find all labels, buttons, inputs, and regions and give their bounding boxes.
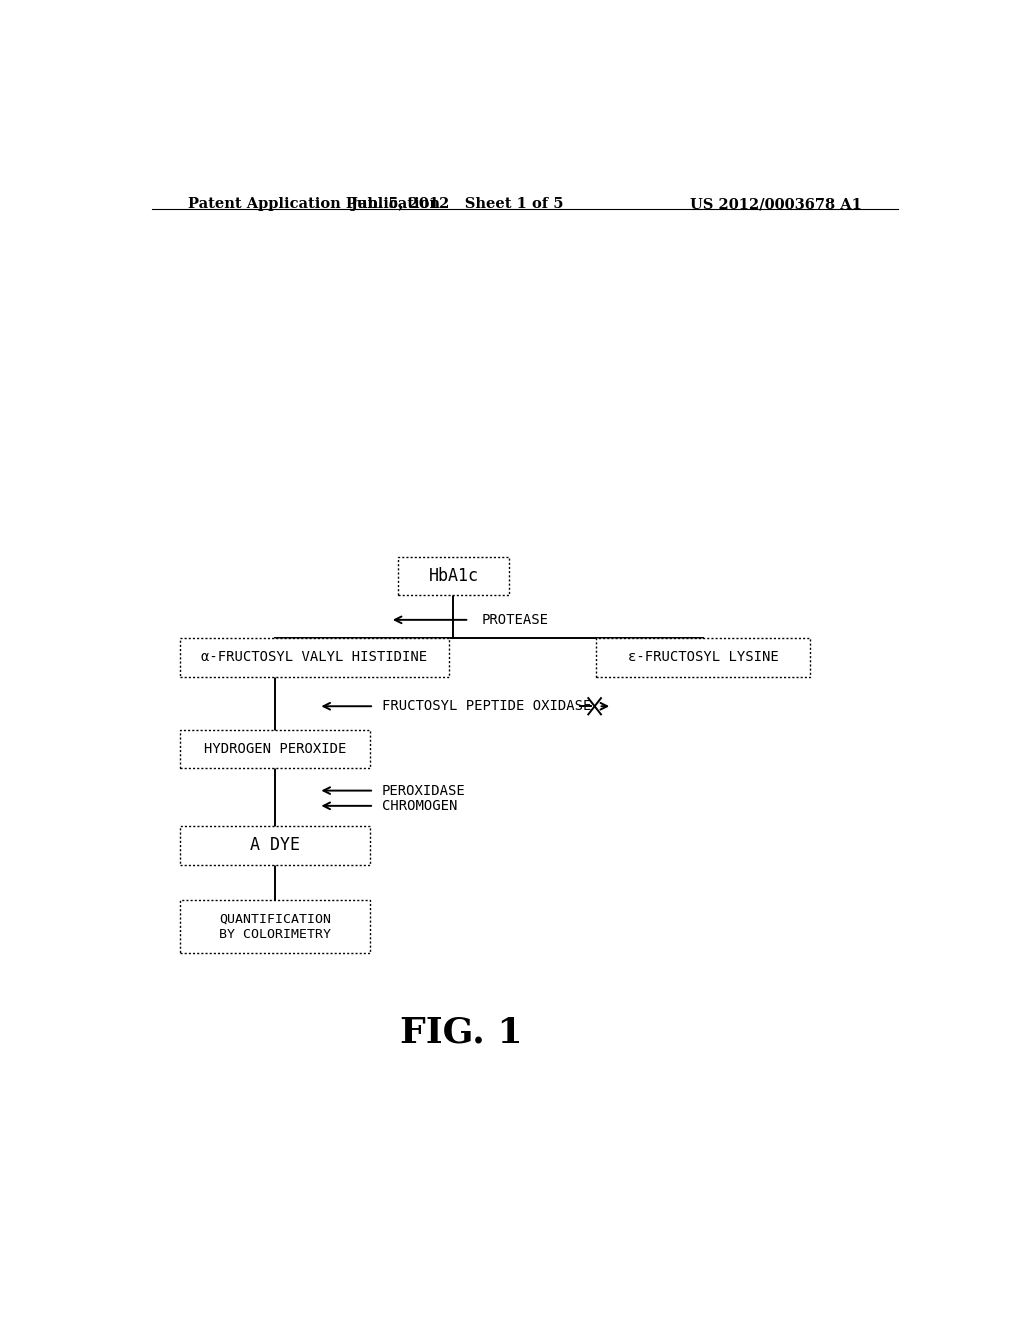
- Text: PEROXIDASE: PEROXIDASE: [382, 784, 466, 797]
- Text: Jan. 5, 2012   Sheet 1 of 5: Jan. 5, 2012 Sheet 1 of 5: [351, 197, 563, 211]
- Text: α-FRUCTOSYL VALYL HISTIDINE: α-FRUCTOSYL VALYL HISTIDINE: [202, 651, 428, 664]
- Text: FIG. 1: FIG. 1: [400, 1015, 522, 1049]
- Bar: [179, 900, 370, 953]
- Bar: [179, 730, 370, 768]
- Text: HYDROGEN PEROXIDE: HYDROGEN PEROXIDE: [204, 742, 346, 756]
- Bar: [179, 826, 370, 865]
- Bar: [596, 638, 811, 677]
- Text: FRUCTOSYL PEPTIDE OXIDASE: FRUCTOSYL PEPTIDE OXIDASE: [382, 700, 591, 713]
- Bar: [397, 557, 509, 595]
- Text: PROTEASE: PROTEASE: [481, 612, 548, 627]
- Text: HbA1c: HbA1c: [428, 568, 478, 585]
- Text: QUANTIFICATION
BY COLORIMETRY: QUANTIFICATION BY COLORIMETRY: [219, 913, 331, 941]
- Text: ε-FRUCTOSYL LYSINE: ε-FRUCTOSYL LYSINE: [628, 651, 778, 664]
- Text: Patent Application Publication: Patent Application Publication: [187, 197, 439, 211]
- Text: CHROMOGEN: CHROMOGEN: [382, 799, 458, 813]
- Bar: [179, 638, 450, 677]
- Text: A DYE: A DYE: [250, 837, 300, 854]
- Text: US 2012/0003678 A1: US 2012/0003678 A1: [690, 197, 862, 211]
